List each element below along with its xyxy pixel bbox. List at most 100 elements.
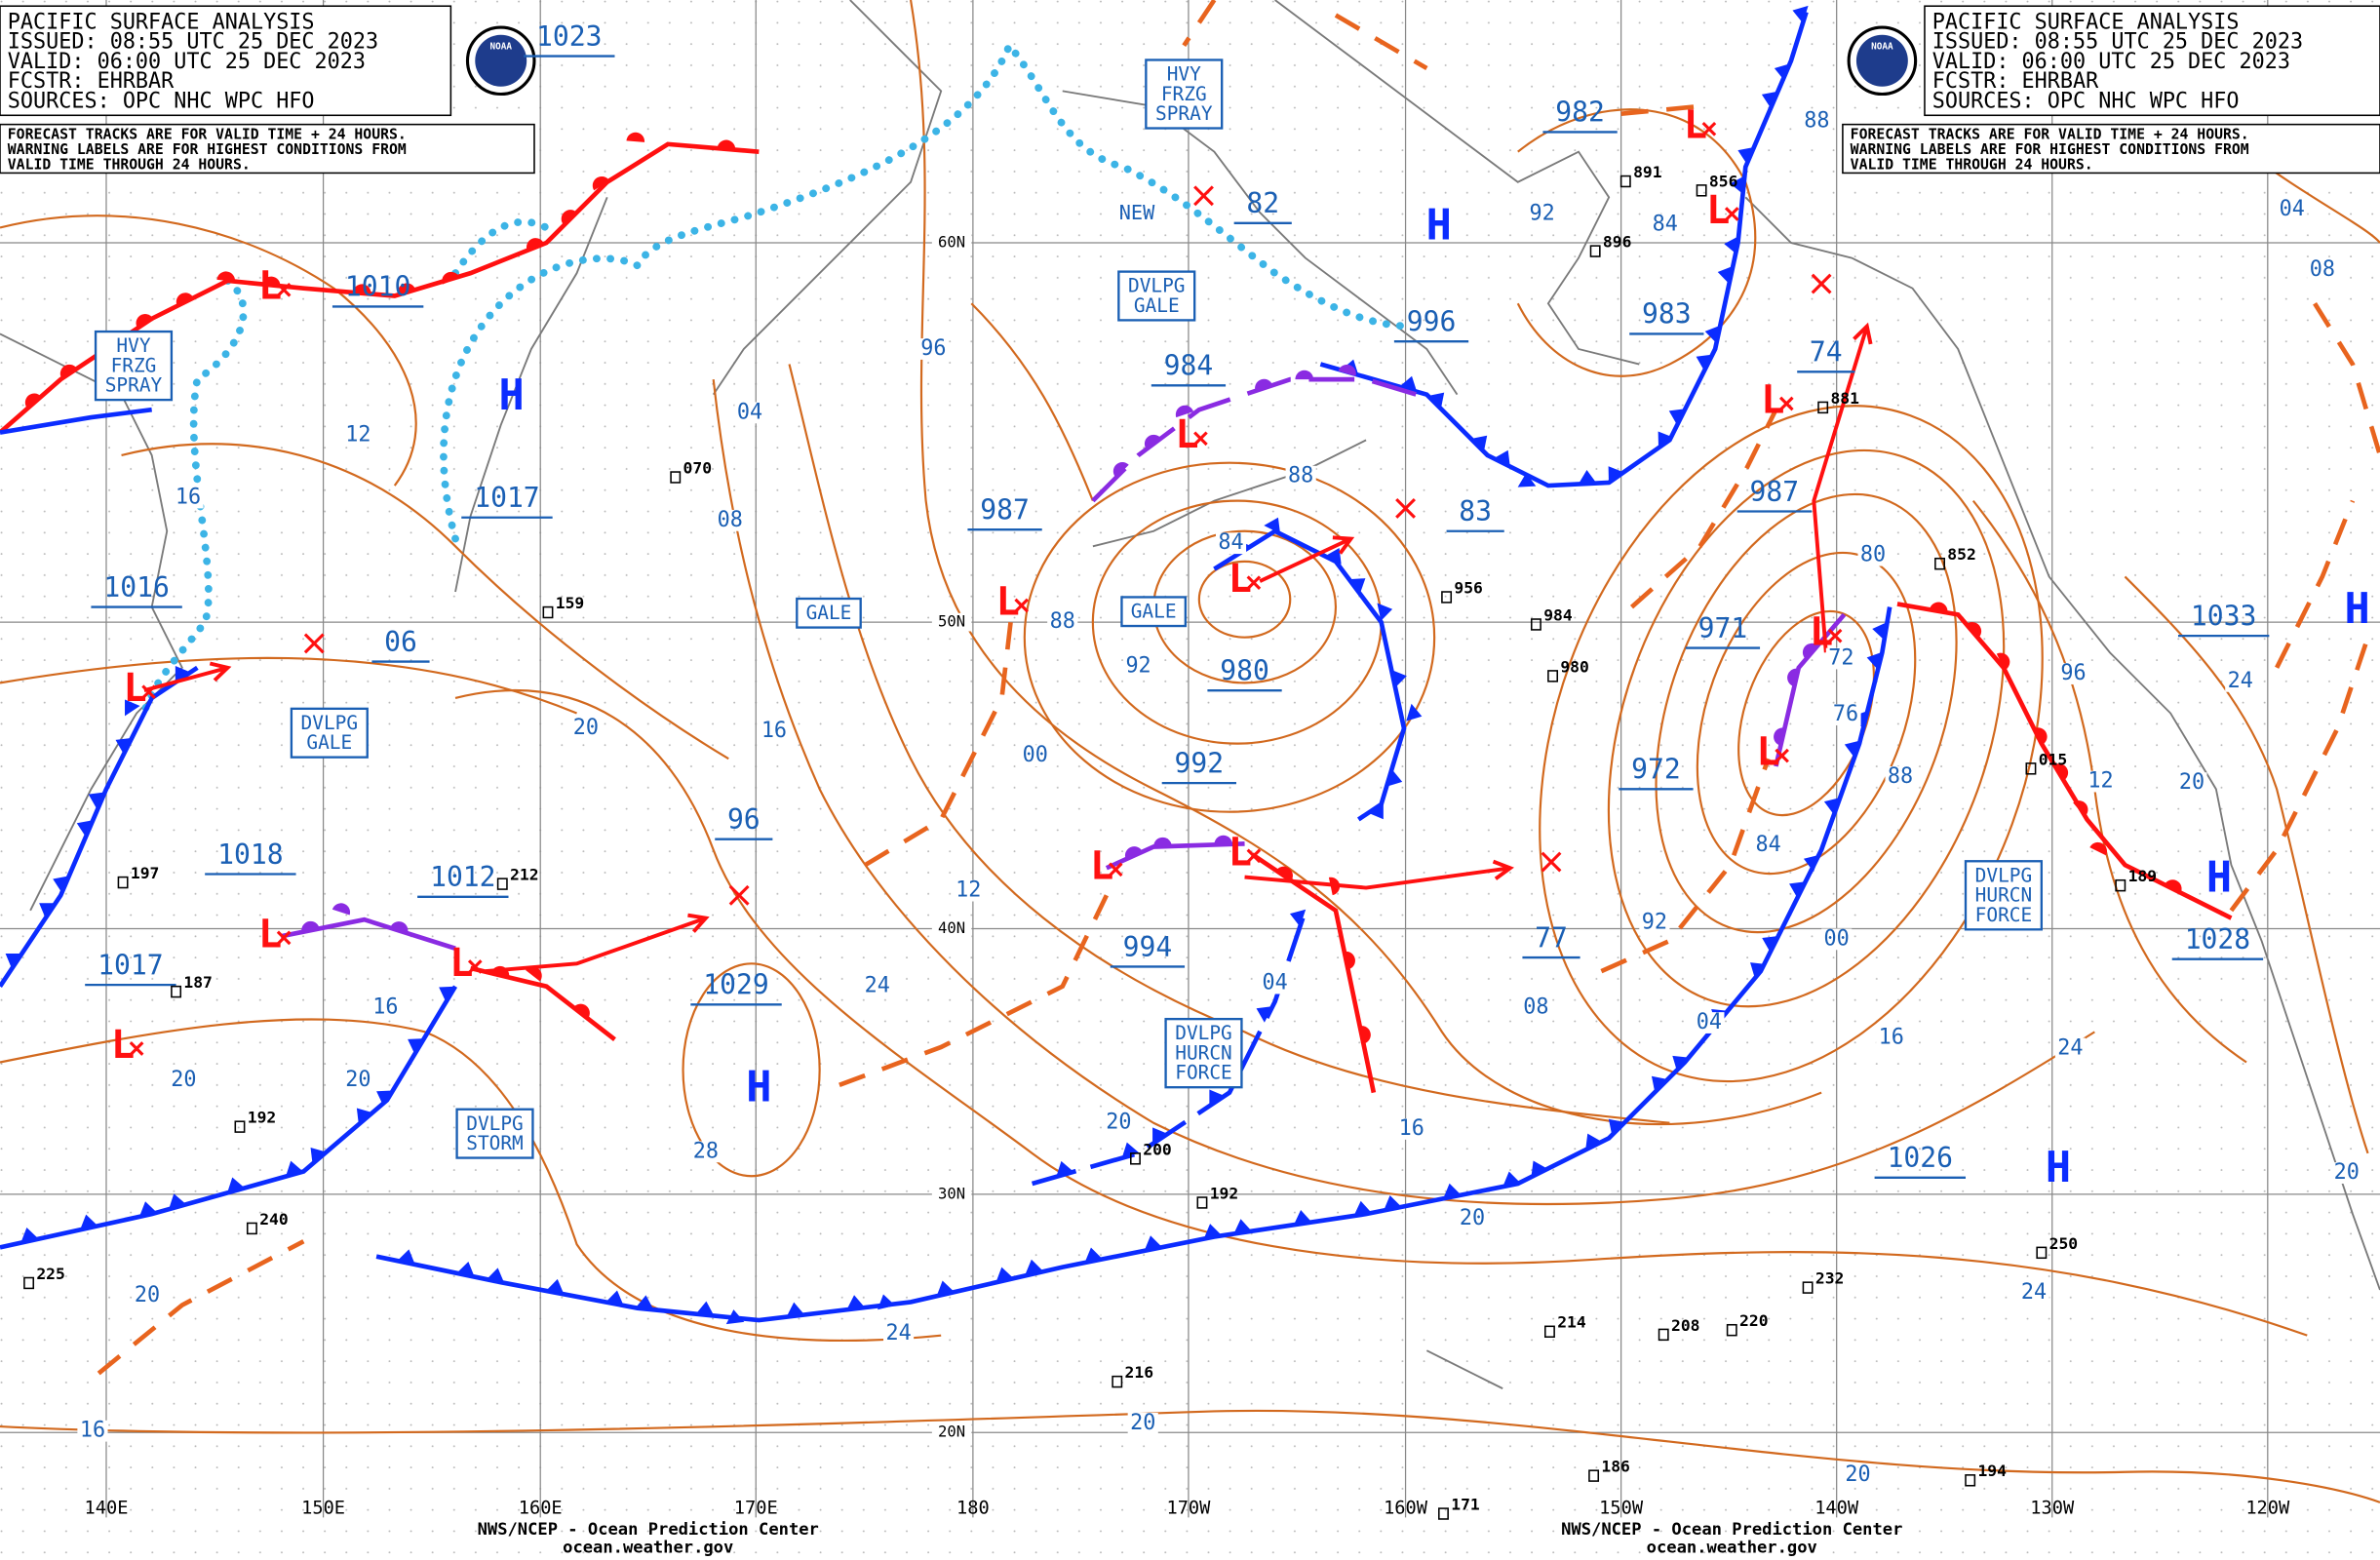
station-pressure: 214 [1557, 1313, 1586, 1332]
station-pressure: 187 [183, 973, 213, 992]
note-line: WARNING LABELS ARE FOR HIGHEST CONDITION… [1851, 141, 2249, 158]
pressure-label: 984 [1164, 350, 1214, 382]
warning-text: HURCN [1175, 1041, 1232, 1064]
station-symbol [2036, 1246, 2048, 1260]
isobar-label-bg [2085, 770, 2117, 793]
isobar-label: 92 [1530, 201, 1555, 225]
isobar-label: 04 [1263, 971, 1288, 995]
front-symbol [526, 966, 542, 982]
pressure-label: 06 [384, 626, 417, 658]
front-symbol [76, 820, 94, 838]
front-symbol [1214, 835, 1233, 845]
station-symbol [1934, 557, 1945, 570]
arrow-head [687, 913, 710, 933]
lat-label-bg [931, 233, 972, 253]
front-symbol [439, 986, 455, 1002]
front-symbol [786, 1302, 805, 1317]
station-pressure: 881 [1830, 389, 1859, 408]
station-pressure: 070 [683, 458, 713, 477]
station-symbol [542, 605, 554, 619]
front-symbol [1774, 63, 1791, 82]
station-symbol [1130, 1152, 1141, 1165]
new-label: NEW [1119, 201, 1155, 224]
front-symbol [1144, 434, 1161, 449]
station-symbol [2115, 878, 2126, 892]
header-line: FCSTR: EHRBAR [1932, 69, 2099, 94]
warning-text: DVLPG [1975, 864, 2033, 886]
isobar-label: 76 [1833, 702, 1858, 726]
dashed-track [1600, 758, 1771, 974]
station-symbol [1726, 1323, 1737, 1337]
footer-agency: NWS/NCEP - Ocean Prediction Center [1561, 1520, 1902, 1540]
low-position [1775, 748, 1789, 763]
isobar-label-bg [1285, 465, 1316, 488]
front-symbol [1996, 652, 2010, 671]
latitude-label: 60N [938, 234, 965, 252]
station-symbol [1619, 175, 1631, 188]
front-symbol [1124, 846, 1143, 860]
pressure-label: 987 [980, 494, 1030, 526]
front-symbol [1929, 602, 1948, 613]
front-symbol [115, 737, 133, 755]
pressure-label: 83 [1459, 495, 1492, 527]
front-symbol [80, 1214, 98, 1230]
isobar-label: 24 [2228, 669, 2253, 693]
noaa-logo-inner [475, 34, 527, 87]
front-symbol [24, 393, 42, 409]
station-symbol [1589, 245, 1601, 257]
front-symbol [561, 210, 577, 226]
front-symbol [125, 699, 140, 717]
isobar-label: 80 [1860, 543, 1886, 567]
forecast-position [303, 633, 325, 654]
isobar-label: 84 [1756, 833, 1781, 857]
dashed-track [2275, 499, 2356, 669]
header-line: PACIFIC SURFACE ANALYSIS [8, 10, 315, 34]
forecast-arrow [143, 665, 229, 693]
warning-text: HVY [1167, 63, 1201, 86]
front-symbol [1359, 1026, 1371, 1044]
front-symbol [1470, 435, 1488, 452]
front-symbol [376, 1090, 393, 1107]
lat-label-bg [931, 612, 972, 632]
front-symbol [1121, 1142, 1140, 1158]
dashed-track [2313, 302, 2380, 456]
front-symbol [725, 1309, 745, 1325]
front-symbol [5, 954, 22, 969]
front-symbol [1724, 236, 1739, 254]
front-symbol [1264, 517, 1281, 534]
isobar-label-bg [2225, 670, 2256, 692]
pressure-label: 1023 [536, 20, 602, 53]
isobar-label-bg [2176, 772, 2207, 795]
front-symbol [635, 1295, 654, 1310]
front [470, 965, 616, 1041]
front-symbol [408, 1038, 424, 1055]
dashed-track [864, 606, 1015, 868]
isobar-label-bg [1020, 745, 1051, 766]
front-symbol [2073, 800, 2088, 817]
isobar-label-bg [132, 1285, 163, 1307]
front [1774, 612, 1847, 767]
front-symbol [1324, 548, 1342, 565]
front-symbol [1443, 1183, 1462, 1199]
station-symbol [496, 878, 508, 890]
front-symbol [1585, 1133, 1602, 1150]
front-symbol [846, 1295, 865, 1310]
header-box [0, 5, 452, 117]
front-symbol [88, 792, 105, 809]
front-symbol [176, 292, 194, 306]
pressure-label: 992 [1175, 747, 1225, 779]
isobar-label: 08 [1523, 994, 1548, 1019]
pressure-label: 1012 [430, 861, 495, 893]
isobar-label-bg [1639, 912, 1670, 934]
front-symbol [1399, 375, 1418, 392]
forecast-arrow [1244, 866, 1511, 890]
front-symbol [1672, 1055, 1690, 1072]
front-symbol [936, 1280, 955, 1297]
station-symbol [1588, 1469, 1600, 1482]
longitude-label: 120W [2245, 1499, 2290, 1519]
station-symbol [1441, 591, 1453, 604]
isobar-label: 12 [345, 423, 371, 448]
isobar-label: 24 [2057, 1035, 2083, 1060]
front-symbol [1774, 727, 1785, 746]
latitude-label: 40N [938, 919, 965, 937]
